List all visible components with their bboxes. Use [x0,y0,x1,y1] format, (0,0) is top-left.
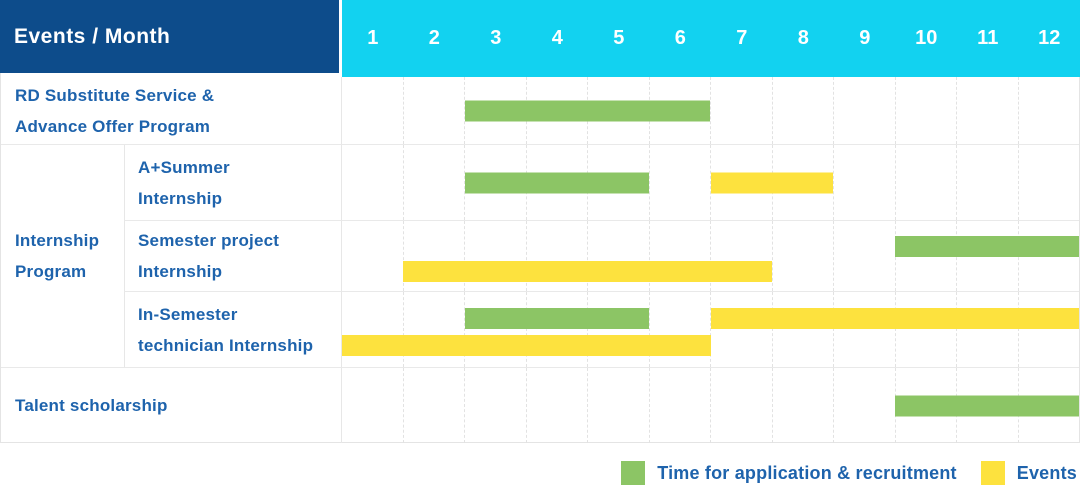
row-label-a-plus-summer: A+Summer Internship [124,145,341,221]
month-label-8: 8 [797,27,809,49]
table-row-in-semester-technician: In-Semester technician Internship [1,292,1079,368]
legend-item-application: Time for application & recruitment [621,461,957,485]
table-header-row: Events / Month 1 2 3 4 5 6 7 8 9 10 11 1… [0,0,1080,77]
month-label-10: 10 [915,27,938,49]
table-row-semester-project: Semester project Internship [1,221,1079,292]
month-label-12: 12 [1038,27,1061,49]
events-bar [342,334,711,356]
events-bar [710,172,834,193]
row-label-rd-substitute: RD Substitute Service & Advance Offer Pr… [1,77,341,145]
month-label-7: 7 [736,27,748,49]
legend: Time for application & recruitment Event… [621,458,1077,488]
events-month-header-cell: Events / Month [0,0,339,73]
events-bar [403,260,772,282]
month-gridlines [342,292,1079,367]
header-divider-gap [339,0,342,77]
row-chart-semester-project [341,221,1079,292]
legend-label-application: Time for application & recruitment [657,462,957,483]
application-recruitment-bar [894,235,1079,257]
month-label-4: 4 [551,27,563,49]
row-chart-in-semester-technician [341,292,1079,368]
month-gridlines [342,77,1079,144]
month-label-9: 9 [859,27,871,49]
table-row-talent-scholarship: Talent scholarship [1,368,1079,443]
month-label-11: 11 [977,27,999,49]
header-title: Events / Month [14,24,171,48]
row-label-in-semester-technician: In-Semester technician Internship [124,292,341,368]
row-chart-talent-scholarship [341,368,1079,443]
row-chart-a-plus-summer [341,145,1079,221]
legend-label-events: Events [1016,462,1077,483]
application-green-swatch [621,461,646,485]
group-cell-internship-program: Internship Program [1,145,124,368]
application-recruitment-bar [464,307,650,329]
table-row-a-plus-summer: A+Summer Internship [1,145,1079,221]
events-bar [710,307,1079,329]
month-label-3: 3 [490,27,502,49]
legend-item-events: Events [980,461,1077,485]
schedule-table: Events / Month 1 2 3 4 5 6 7 8 9 10 11 1… [0,0,1080,443]
row-chart-rd-substitute [341,77,1079,145]
table-row-rd-substitute: RD Substitute Service & Advance Offer Pr… [1,77,1079,145]
month-label-1: 1 [367,27,379,49]
row-label-semester-project: Semester project Internship [124,221,341,292]
month-label-5: 5 [613,27,625,49]
month-label-2: 2 [428,27,440,49]
application-recruitment-bar [464,100,711,121]
application-recruitment-bar [464,172,650,193]
events-yellow-swatch [980,461,1005,485]
month-header-strip: 1 2 3 4 5 6 7 8 9 10 11 12 [342,0,1080,77]
application-recruitment-bar [894,395,1079,416]
row-label-talent-scholarship: Talent scholarship [15,396,168,415]
month-label-6: 6 [674,27,686,49]
